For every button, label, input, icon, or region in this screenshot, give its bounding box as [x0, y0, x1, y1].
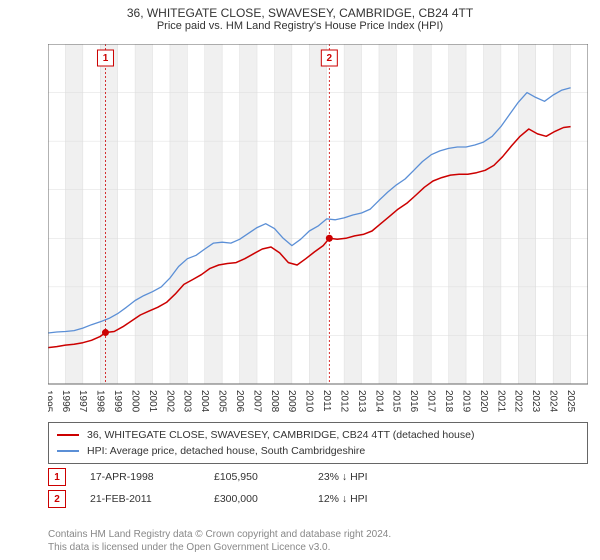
credits-line: Contains HM Land Registry data © Crown c…: [48, 528, 588, 541]
svg-text:1998: 1998: [95, 390, 106, 412]
svg-text:2020: 2020: [478, 390, 489, 412]
marker-badge: 2: [48, 490, 66, 508]
svg-text:2004: 2004: [199, 390, 210, 412]
legend-item: 36, WHITEGATE CLOSE, SWAVESEY, CAMBRIDGE…: [57, 427, 579, 443]
svg-text:2003: 2003: [182, 390, 193, 412]
svg-text:1997: 1997: [77, 390, 88, 412]
marker-date: 21-FEB-2011: [90, 493, 190, 505]
marker-row: 2 21-FEB-2011 £300,000 12% ↓ HPI: [48, 488, 588, 510]
svg-text:2002: 2002: [164, 390, 175, 412]
svg-text:2009: 2009: [286, 390, 297, 412]
figure: 36, WHITEGATE CLOSE, SWAVESEY, CAMBRIDGE…: [0, 0, 600, 560]
chart-title: 36, WHITEGATE CLOSE, SWAVESEY, CAMBRIDGE…: [0, 0, 600, 20]
svg-text:1996: 1996: [60, 390, 71, 412]
legend-item: HPI: Average price, detached house, Sout…: [57, 443, 579, 459]
svg-text:2013: 2013: [356, 390, 367, 412]
chart-area: 1995 1996 1997 1998 1999 2000 2001 2002 2003 2004…: [48, 44, 588, 412]
svg-text:2014: 2014: [373, 390, 384, 412]
svg-text:2023: 2023: [530, 390, 541, 412]
svg-text:2015: 2015: [391, 390, 402, 412]
svg-text:2000: 2000: [129, 390, 140, 412]
svg-text:2022: 2022: [513, 390, 524, 412]
svg-text:2019: 2019: [460, 390, 471, 412]
credits: Contains HM Land Registry data © Crown c…: [48, 528, 588, 554]
marker-price: £300,000: [214, 493, 294, 505]
marker-date: 17-APR-1998: [90, 471, 190, 483]
marker-price: £105,950: [214, 471, 294, 483]
legend-swatch: [57, 450, 79, 452]
svg-text:1999: 1999: [112, 390, 123, 412]
legend: 36, WHITEGATE CLOSE, SWAVESEY, CAMBRIDGE…: [48, 422, 588, 464]
chart-subtitle: Price paid vs. HM Land Registry's House …: [0, 20, 600, 32]
svg-text:2006: 2006: [234, 390, 245, 412]
svg-text:2012: 2012: [338, 390, 349, 412]
svg-text:2016: 2016: [408, 390, 419, 412]
svg-text:1995: 1995: [48, 390, 53, 412]
svg-text:2010: 2010: [304, 390, 315, 412]
chart-svg: 1995 1996 1997 1998 1999 2000 2001 2002 2003 2004…: [48, 44, 588, 412]
credits-line: This data is licensed under the Open Gov…: [48, 541, 588, 554]
legend-label: HPI: Average price, detached house, Sout…: [87, 443, 365, 459]
svg-text:2008: 2008: [269, 390, 280, 412]
marker-table: 1 17-APR-1998 £105,950 23% ↓ HPI 2 21-FE…: [48, 466, 588, 510]
svg-text:2024: 2024: [548, 390, 559, 412]
svg-text:2001: 2001: [147, 390, 158, 412]
marker-delta: 23% ↓ HPI: [318, 471, 368, 483]
marker-row: 1 17-APR-1998 £105,950 23% ↓ HPI: [48, 466, 588, 488]
marker-badge: 1: [48, 468, 66, 486]
svg-text:2017: 2017: [426, 390, 437, 412]
svg-text:2005: 2005: [217, 390, 228, 412]
marker-delta: 12% ↓ HPI: [318, 493, 368, 505]
svg-text:2007: 2007: [251, 390, 262, 412]
legend-swatch: [57, 434, 79, 436]
legend-label: 36, WHITEGATE CLOSE, SWAVESEY, CAMBRIDGE…: [87, 427, 474, 443]
svg-text:2021: 2021: [495, 390, 506, 412]
svg-text:2018: 2018: [443, 390, 454, 412]
svg-text:2025: 2025: [565, 390, 576, 412]
svg-text:2: 2: [327, 53, 333, 64]
svg-text:1: 1: [103, 53, 109, 64]
svg-text:2011: 2011: [321, 390, 332, 412]
